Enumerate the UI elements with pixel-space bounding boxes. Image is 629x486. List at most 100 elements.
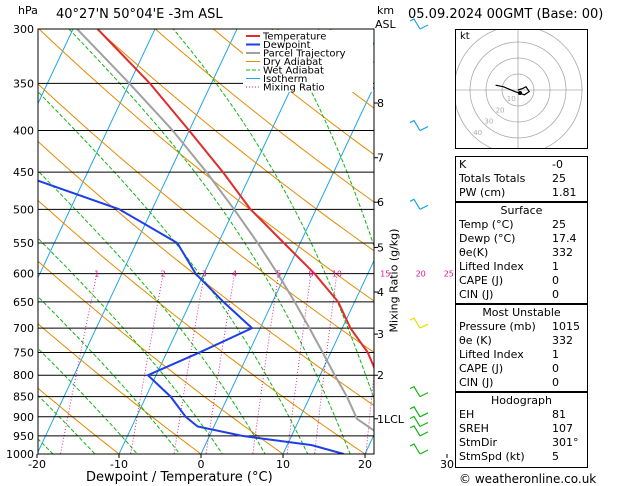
wet-adiabat-line xyxy=(277,29,374,248)
km-tick-label: 8 xyxy=(377,97,384,110)
credit-text: © weatheronline.co.uk xyxy=(459,472,597,486)
wind-barb xyxy=(409,415,429,428)
unstable-row: Lifted Index 1 xyxy=(459,348,559,361)
km-tick-label: 4 xyxy=(377,286,384,299)
km-tick-label: 5 xyxy=(377,241,384,254)
wind-barb xyxy=(409,385,429,398)
temperature-line xyxy=(96,29,374,370)
dry-adiabat-line xyxy=(38,387,120,454)
isotherm-line xyxy=(38,29,156,279)
wet-adiabat-line xyxy=(38,237,224,454)
wet-adiabat-line xyxy=(38,170,266,454)
wet-adiabat-line xyxy=(38,394,96,454)
dewpoint-line xyxy=(38,179,344,454)
temp-tick-label: -20 xyxy=(28,458,46,471)
hodograph-ring-label: 40 xyxy=(473,129,482,137)
surface-row: θe(K) 332 xyxy=(459,246,573,259)
isotherm-line xyxy=(282,259,374,454)
surface-row: CIN (J) 0 xyxy=(459,288,559,301)
isotherm-line xyxy=(38,29,74,105)
isotherm-line xyxy=(603,5,629,472)
pressure-tick-label: 1000 xyxy=(6,448,34,461)
legend-label: Wet Adiabat xyxy=(263,66,324,77)
hodograph-trace xyxy=(495,84,531,96)
wind-barb xyxy=(409,443,429,455)
unstable-row: CIN (J) 0 xyxy=(459,376,559,389)
storm-motion-marker xyxy=(518,91,522,95)
wet-adiabat-line xyxy=(38,347,138,454)
surface-row: CAPE (J) 0 xyxy=(459,274,559,287)
hodo-row: StmDir 301° xyxy=(459,436,579,449)
mixing-ratio-label: 2 xyxy=(161,270,166,279)
surface-panel: Surface Temp (°C) 25 Dewp (°C) 17.4 θe(K) 3… xyxy=(455,202,588,304)
legend-label: Temperature xyxy=(262,32,326,43)
hpa-label: hPa xyxy=(18,4,38,17)
km-label: km xyxy=(377,4,395,17)
unstable-row: θe (K) 332 xyxy=(459,334,573,347)
index-row-totals: Totals Totals 25 xyxy=(459,172,566,185)
isotherm-line xyxy=(38,29,238,454)
mixing-ratio-line xyxy=(60,273,98,454)
mixing-ratio-label: 10 xyxy=(332,270,342,279)
mixing-ratio-label: 4 xyxy=(232,270,237,279)
hodograph-ring-label: 20 xyxy=(496,106,505,114)
legend-label: Isotherm xyxy=(263,74,307,85)
wind-barb xyxy=(409,406,429,418)
wet-adiabat-line xyxy=(68,29,351,454)
mixing-ratio-line xyxy=(432,274,448,472)
hodograph-indices-panel: Hodograph EH 81 SREH 107 StmDir 301° StmSpd… xyxy=(455,392,588,468)
mixing-ratio-label: 5 xyxy=(276,270,281,279)
dry-adiabat-line xyxy=(212,29,374,156)
pressure-tick-label: 300 xyxy=(13,23,34,36)
pressure-tick-label: 700 xyxy=(13,322,34,335)
km-tick-label: 7 xyxy=(377,152,384,165)
dry-adiabat-line xyxy=(38,83,374,354)
hodo-row: EH 81 xyxy=(459,408,566,421)
pressure-tick-label: 850 xyxy=(13,391,34,404)
km-tick-label: 3 xyxy=(377,328,384,341)
wind-barbs xyxy=(409,18,429,455)
mixing-ratio-label: 15 xyxy=(380,270,390,279)
pressure-tick-label: 550 xyxy=(13,237,34,250)
dry-adiabat-line xyxy=(96,29,374,252)
unstable-row: Pressure (mb) 1015 xyxy=(459,320,580,333)
mixing-ratio-line xyxy=(205,273,235,454)
legend-label: Dry Adiabat xyxy=(263,57,322,68)
pressure-tick-label: 750 xyxy=(13,346,34,359)
hodo-row: SREH 107 xyxy=(459,422,573,435)
pressure-tick-label: 500 xyxy=(13,203,34,216)
mixing-ratio-axis-label: Mixing Ratio (g/kg) xyxy=(387,228,401,333)
pressure-tick-label: 650 xyxy=(13,296,34,309)
wind-barb xyxy=(409,425,429,437)
wind-barb xyxy=(409,317,429,329)
indices-top-panel: K -0 Totals Totals 25 PW (cm) 1.81 xyxy=(455,156,588,202)
unstable-row: CAPE (J) 0 xyxy=(459,362,559,375)
pressure-tick-label: 800 xyxy=(13,369,34,382)
dry-adiabat-line xyxy=(584,5,629,472)
plot-frame xyxy=(37,28,375,455)
pressure-tick-label: 350 xyxy=(13,77,34,90)
most-unstable-title: Most Unstable xyxy=(482,306,561,319)
mixing-ratio-line xyxy=(173,273,205,454)
wet-adiabat-line xyxy=(172,29,374,401)
km-tick-label: 2 xyxy=(377,369,384,382)
asl-label: ASL xyxy=(375,18,396,31)
index-row-pw: PW (cm) 1.81 xyxy=(459,186,577,199)
temp-tick-label: 30 xyxy=(440,458,454,471)
header-datetime: 05.09.2024 00GMT (Base: 00) xyxy=(408,7,604,22)
legend-bg xyxy=(243,30,373,92)
temp-tick-label: 0 xyxy=(198,458,205,471)
dry-adiabat-line xyxy=(38,323,202,454)
mixing-ratio-label: 25 xyxy=(444,270,454,279)
temp-tick-label: -10 xyxy=(110,458,128,471)
wind-barb xyxy=(409,198,429,210)
dry-adiabat-line xyxy=(38,260,284,454)
legend-label: Mixing Ratio xyxy=(263,83,325,94)
mixing-ratio-label: 20 xyxy=(416,270,426,279)
most-unstable-panel: Most Unstable Pressure (mb) 1015 θe (K) 33… xyxy=(455,304,588,392)
dry-adiabat-line xyxy=(38,29,374,302)
hodograph-title: Hodograph xyxy=(491,394,552,407)
pressure-tick-label: 900 xyxy=(13,411,34,424)
